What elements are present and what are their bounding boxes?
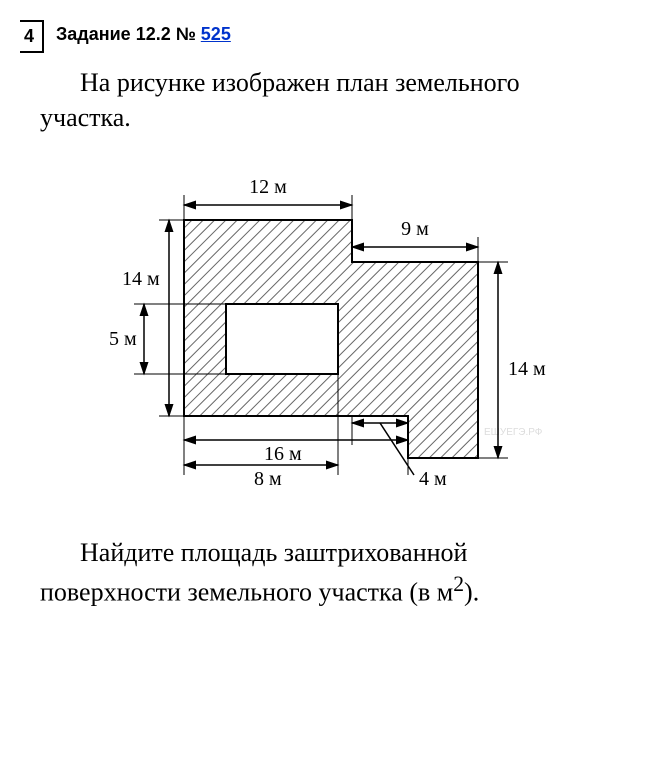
dim-top-9: 9 м — [401, 218, 429, 240]
dim-top-12: 12 м — [249, 176, 287, 198]
task-label: Задание 12.2 № 525 — [56, 20, 231, 45]
question-part-2: ). — [464, 578, 479, 607]
dim-bottom-4: 4 м — [419, 468, 447, 490]
question-part-1: Найдите площадь заштрихованной поверхнос… — [40, 538, 467, 607]
land-plot-diagram: ЕШУЕГЭ.РФ 12 м 9 м 14 м 5 м 14 м 16 м 8 — [54, 165, 574, 495]
task-prefix: Задание 12.2 № — [56, 24, 201, 44]
diagram-container: ЕШУЕГЭ.РФ 12 м 9 м 14 м 5 м 14 м 16 м 8 — [20, 165, 608, 495]
plot-shape — [184, 220, 478, 458]
dim-left-5: 5 м — [109, 328, 137, 350]
intro-text: На рисунке изображен план земельного уча… — [40, 65, 608, 135]
dim-bottom-16: 16 м — [264, 443, 302, 465]
watermark: ЕШУЕГЭ.РФ — [484, 427, 543, 438]
dim-bottom-8: 8 м — [254, 468, 282, 490]
dim-right-14: 14 м — [508, 358, 546, 380]
question-exponent: 2 — [453, 572, 464, 596]
question-text: Найдите площадь заштрихованной поверхнос… — [40, 535, 608, 610]
dim-left-14: 14 м — [122, 268, 160, 290]
task-number-box: 4 — [20, 20, 44, 53]
task-link[interactable]: 525 — [201, 24, 231, 44]
